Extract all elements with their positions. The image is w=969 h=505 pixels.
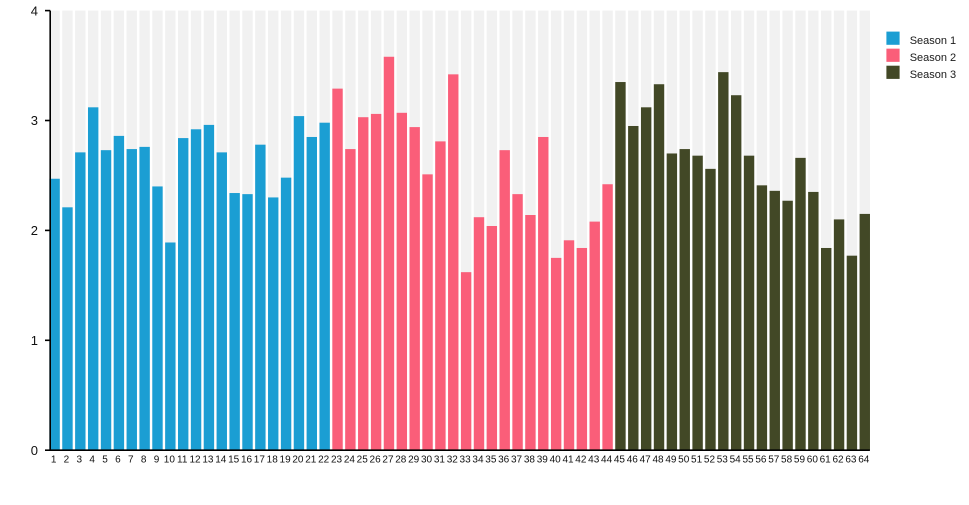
svg-text:58: 58 [781, 455, 793, 466]
svg-text:39: 39 [537, 455, 549, 466]
svg-text:16: 16 [241, 455, 253, 466]
svg-text:9: 9 [154, 455, 160, 466]
svg-text:38: 38 [524, 455, 536, 466]
svg-text:62: 62 [832, 455, 844, 466]
svg-text:41: 41 [562, 455, 574, 466]
svg-text:23: 23 [331, 455, 343, 466]
svg-text:1: 1 [51, 455, 57, 466]
svg-text:49: 49 [665, 455, 677, 466]
svg-text:47: 47 [640, 455, 652, 466]
svg-text:56: 56 [755, 455, 767, 466]
svg-text:27: 27 [382, 455, 394, 466]
svg-text:32: 32 [447, 455, 459, 466]
svg-text:22: 22 [318, 455, 330, 466]
svg-text:59: 59 [794, 455, 806, 466]
svg-text:30: 30 [421, 455, 433, 466]
svg-text:21: 21 [305, 455, 317, 466]
svg-text:3: 3 [77, 455, 83, 466]
svg-text:14: 14 [215, 455, 227, 466]
svg-text:4: 4 [31, 3, 38, 18]
svg-text:36: 36 [498, 455, 510, 466]
svg-text:44: 44 [601, 455, 613, 466]
svg-text:6: 6 [115, 455, 121, 466]
svg-text:18: 18 [267, 455, 279, 466]
svg-text:53: 53 [717, 455, 729, 466]
svg-text:8: 8 [141, 455, 147, 466]
svg-text:Season 1: Season 1 [910, 35, 956, 47]
svg-text:57: 57 [768, 455, 780, 466]
svg-text:43: 43 [588, 455, 600, 466]
svg-text:7: 7 [128, 455, 134, 466]
svg-text:40: 40 [550, 455, 562, 466]
svg-text:33: 33 [460, 455, 472, 466]
svg-text:17: 17 [254, 455, 266, 466]
svg-text:2: 2 [31, 223, 38, 238]
svg-text:37: 37 [511, 455, 523, 466]
svg-text:15: 15 [228, 455, 240, 466]
svg-text:63: 63 [845, 455, 857, 466]
svg-text:13: 13 [202, 455, 214, 466]
svg-text:45: 45 [614, 455, 626, 466]
svg-text:55: 55 [742, 455, 754, 466]
svg-text:50: 50 [678, 455, 690, 466]
svg-text:5: 5 [102, 455, 108, 466]
svg-text:34: 34 [472, 455, 484, 466]
svg-text:12: 12 [189, 455, 201, 466]
svg-text:54: 54 [730, 455, 742, 466]
svg-text:0: 0 [31, 443, 38, 458]
svg-text:64: 64 [858, 455, 870, 466]
svg-text:35: 35 [485, 455, 497, 466]
svg-text:24: 24 [344, 455, 356, 466]
svg-text:26: 26 [370, 455, 382, 466]
svg-text:25: 25 [357, 455, 369, 466]
svg-text:20: 20 [292, 455, 304, 466]
svg-text:11: 11 [177, 455, 188, 466]
svg-text:Season 2: Season 2 [910, 52, 956, 64]
svg-text:42: 42 [575, 455, 587, 466]
svg-text:29: 29 [408, 455, 420, 466]
svg-text:31: 31 [434, 455, 446, 466]
svg-text:1: 1 [31, 333, 38, 348]
svg-text:10: 10 [164, 455, 176, 466]
svg-text:2: 2 [64, 455, 70, 466]
svg-text:52: 52 [704, 455, 716, 466]
svg-text:46: 46 [627, 455, 639, 466]
svg-text:61: 61 [820, 455, 832, 466]
svg-text:4: 4 [89, 455, 95, 466]
svg-text:48: 48 [652, 455, 664, 466]
svg-text:60: 60 [807, 455, 819, 466]
svg-text:51: 51 [691, 455, 703, 466]
svg-text:3: 3 [31, 113, 38, 128]
svg-text:19: 19 [280, 455, 292, 466]
svg-text:Season 3: Season 3 [910, 69, 956, 81]
svg-text:28: 28 [395, 455, 407, 466]
